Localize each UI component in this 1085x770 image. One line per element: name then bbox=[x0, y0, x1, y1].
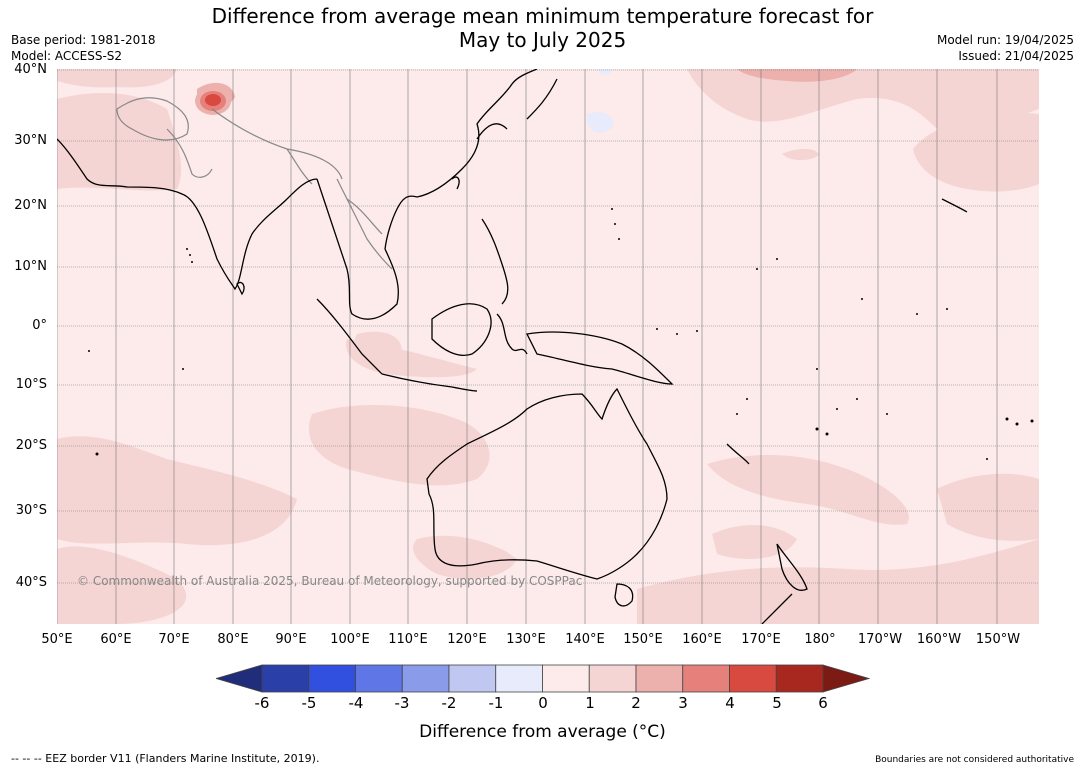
lat-label: 30°S bbox=[15, 503, 47, 518]
colorbar-cell bbox=[542, 664, 590, 693]
coast-china bbox=[416, 69, 538, 198]
lon-label: 110°E bbox=[388, 632, 428, 647]
lat-label: 10°S bbox=[15, 377, 47, 392]
coast-new-zealand-south bbox=[761, 593, 793, 624]
colorbar-cell bbox=[261, 664, 310, 693]
coast-tasmania bbox=[614, 583, 634, 607]
colorbar-cell bbox=[355, 664, 403, 693]
lon-label: 120°E bbox=[447, 632, 487, 647]
colorbar-tick: 4 bbox=[725, 694, 735, 712]
run-info: Model run: 19/04/2025 Issued: 21/04/2025 bbox=[937, 32, 1074, 64]
coast-korea-japan bbox=[476, 78, 558, 140]
coastlines bbox=[57, 69, 968, 624]
colorbar-cell bbox=[775, 664, 824, 693]
graticule bbox=[57, 69, 1039, 624]
colorbar-tick: -5 bbox=[301, 694, 317, 712]
anomaly-band-1-to-2 bbox=[57, 69, 1039, 624]
colorbar-cell bbox=[308, 664, 356, 693]
lat-label: 40°S bbox=[15, 575, 47, 590]
map-title-line1: Difference from average mean minimum tem… bbox=[211, 4, 874, 28]
colorbar-cell bbox=[682, 664, 730, 693]
issued-date: Issued: 21/04/2025 bbox=[958, 49, 1074, 63]
colorbar-tick: -4 bbox=[348, 694, 364, 712]
lon-label: 180° bbox=[804, 632, 836, 647]
colorbar-under-triangle bbox=[216, 664, 263, 693]
colorbar-cell bbox=[448, 664, 497, 693]
lat-label: 10°N bbox=[14, 259, 47, 274]
lon-label: 80°E bbox=[217, 632, 249, 647]
anomaly-band-minus1-to-0 bbox=[586, 69, 614, 133]
colorbar-cell bbox=[729, 664, 777, 693]
colorbar-tick: 2 bbox=[631, 694, 641, 712]
colorbar-tick: 1 bbox=[585, 694, 595, 712]
lon-label: 60°E bbox=[100, 632, 132, 647]
coast-sri-lanka bbox=[236, 281, 245, 296]
lat-label: 20°S bbox=[15, 438, 47, 453]
lon-label: 100°E bbox=[330, 632, 370, 647]
small-islands bbox=[88, 208, 1034, 460]
colorbar-tick: 5 bbox=[772, 694, 782, 712]
colorbar-cells bbox=[261, 664, 824, 693]
colorbar-cell bbox=[401, 664, 450, 693]
lon-label: 140°E bbox=[565, 632, 605, 647]
model-name: Model: ACCESS-S2 bbox=[11, 49, 123, 63]
lat-label: 0° bbox=[32, 318, 47, 333]
coast-taiwan bbox=[451, 176, 460, 190]
model-run: Model run: 19/04/2025 bbox=[936, 33, 1074, 47]
colorbar-over-triangle bbox=[822, 664, 870, 693]
lon-label: 90°E bbox=[275, 632, 307, 647]
model-info: Base period: 1981-2018 Model: ACCESS-S2 bbox=[11, 32, 156, 64]
lon-label: 130°E bbox=[506, 632, 546, 647]
coast-sulawesi bbox=[496, 313, 528, 355]
coast-australia bbox=[426, 387, 668, 580]
coast-borneo bbox=[431, 303, 492, 356]
coast-new-caledonia bbox=[726, 443, 750, 465]
coast-java bbox=[381, 373, 478, 392]
colorbar-label: Difference from average (°C) bbox=[419, 722, 666, 742]
colorbar-tick: 6 bbox=[818, 694, 828, 712]
base-period: Base period: 1981-2018 bbox=[11, 33, 156, 47]
lon-label: 160°W bbox=[916, 632, 962, 647]
colorbar-tick: -3 bbox=[394, 694, 410, 712]
copyright-notice: © Commonwealth of Australia 2025, Bureau… bbox=[77, 574, 582, 588]
map-title-line2: May to July 2025 bbox=[458, 28, 627, 52]
anomaly-hotspot bbox=[195, 87, 231, 115]
coast-hawaii bbox=[941, 198, 968, 213]
lon-label: 150°E bbox=[623, 632, 663, 647]
lon-label: 170°E bbox=[741, 632, 781, 647]
colorbar-tick: 0 bbox=[538, 694, 548, 712]
coast-sumatra bbox=[316, 298, 383, 375]
coast-philippines bbox=[481, 218, 509, 305]
coast-indochina bbox=[316, 178, 418, 320]
map-title: Difference from average mean minimum tem… bbox=[0, 4, 1085, 52]
colorbar-cell bbox=[495, 664, 543, 693]
lon-label: 170°W bbox=[857, 632, 903, 647]
colorbar-tick: -6 bbox=[254, 694, 270, 712]
colorbar bbox=[216, 664, 870, 693]
colorbar-tick: -1 bbox=[488, 694, 504, 712]
colorbar-cell bbox=[635, 664, 684, 693]
coast-new-guinea bbox=[526, 331, 674, 385]
lon-label: 50°E bbox=[41, 632, 73, 647]
lat-label: 40°N bbox=[14, 62, 47, 77]
lon-label: 70°E bbox=[158, 632, 190, 647]
forecast-map: © Commonwealth of Australia 2025, Bureau… bbox=[57, 69, 1039, 624]
lat-label: 20°N bbox=[14, 198, 47, 213]
eez-border-legend: -- -- -- EEZ border V11 (Flanders Marine… bbox=[11, 752, 320, 765]
lat-label: 30°N bbox=[14, 133, 47, 148]
lon-label: 160°E bbox=[682, 632, 722, 647]
boundaries-disclaimer: Boundaries are not considered authoritat… bbox=[875, 755, 1074, 765]
coast-arabia-india bbox=[57, 138, 318, 291]
colorbar-tick: -2 bbox=[441, 694, 457, 712]
coast-new-zealand-north bbox=[776, 543, 808, 591]
colorbar-tick: 3 bbox=[678, 694, 688, 712]
colorbar-cell bbox=[588, 664, 637, 693]
country-borders bbox=[116, 97, 393, 270]
lon-label: 150°W bbox=[975, 632, 1021, 647]
